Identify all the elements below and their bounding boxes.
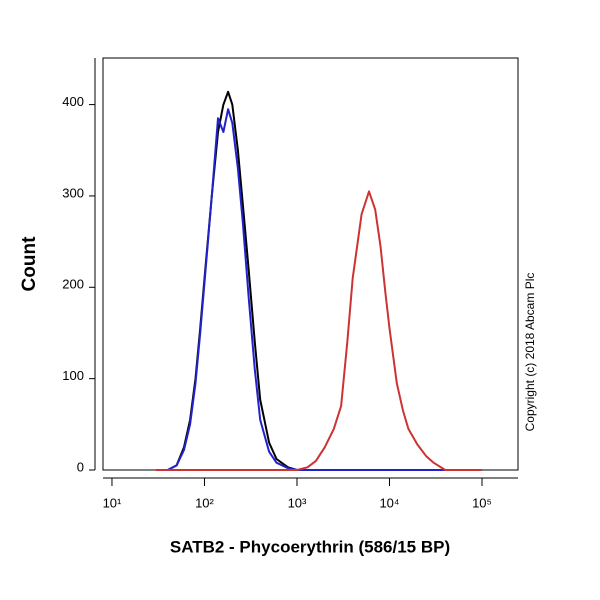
x-tick-label: 10¹ bbox=[103, 495, 122, 510]
y-axis-label: Count bbox=[19, 236, 40, 292]
histogram-line bbox=[156, 190, 482, 471]
x-tick-label: 10³ bbox=[288, 495, 307, 510]
y-tick-label: 300 bbox=[62, 185, 84, 200]
x-tick-label: 10² bbox=[195, 495, 214, 510]
y-tick-label: 400 bbox=[62, 94, 84, 109]
plot-frame bbox=[102, 57, 519, 471]
x-tick-label: 10⁵ bbox=[472, 495, 492, 510]
y-tick-label: 100 bbox=[62, 368, 84, 383]
x-axis-label: SATB2 - Phycoerythrin (586/15 BP) bbox=[170, 537, 450, 556]
x-tick-label: 10⁴ bbox=[379, 495, 399, 510]
y-tick-label: 200 bbox=[62, 277, 84, 292]
histogram-line bbox=[156, 108, 482, 471]
y-tick-label: 0 bbox=[77, 459, 84, 474]
copyright-note: Copyright (c) 2018 Abcam Plc bbox=[523, 273, 537, 432]
